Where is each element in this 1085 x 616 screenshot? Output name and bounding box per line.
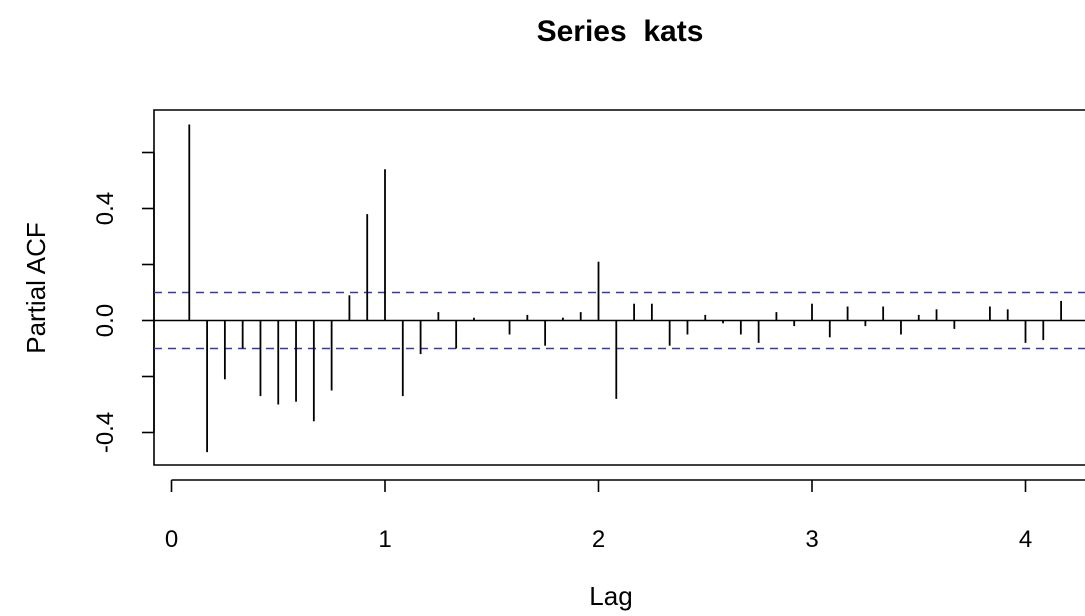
y-tick-label: 0.0: [92, 304, 119, 337]
x-tick-label: 4: [1019, 526, 1032, 553]
plot-frame: [153, 109, 1085, 466]
y-tick-label: 0.4: [92, 192, 119, 225]
y-axis-label: Partial ACF: [21, 222, 51, 354]
x-tick-label: 0: [165, 526, 178, 553]
x-tick-label: 3: [805, 526, 818, 553]
x-tick-label: 1: [378, 526, 391, 553]
y-axis: -0.4 0.0 0.4: [92, 151, 155, 453]
x-axis-label: Lag: [589, 581, 632, 611]
pacf-bars: [188, 124, 1062, 453]
chart-title: Series kats: [537, 15, 704, 48]
x-axis: 0 1 2 3 4: [165, 479, 1085, 553]
x-tick-label: 2: [592, 526, 605, 553]
y-tick-label: -0.4: [92, 412, 119, 453]
